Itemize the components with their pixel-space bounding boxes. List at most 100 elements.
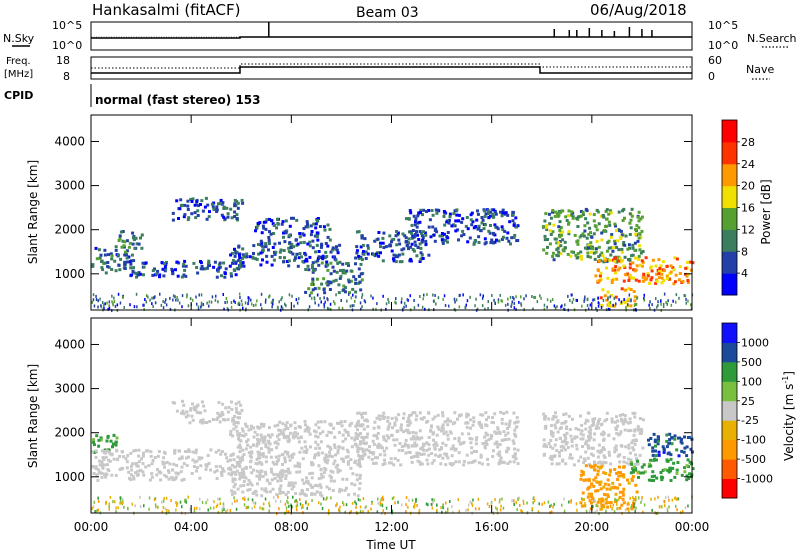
echo-cell	[265, 490, 269, 494]
echo-cell	[586, 456, 590, 460]
clutter-cell	[593, 298, 596, 302]
echo-cell	[326, 263, 330, 267]
echo-cell	[439, 462, 443, 466]
echo-cell	[302, 227, 306, 230]
echo-cell	[511, 213, 515, 216]
noise-tick-bottom-right: 10^0	[708, 39, 738, 52]
echo-cell	[304, 225, 308, 229]
echo-cell	[344, 290, 347, 294]
clutter-cell	[632, 495, 634, 499]
echo-cell	[217, 448, 221, 452]
echo-cell	[435, 211, 439, 215]
echo-cell	[655, 279, 659, 283]
echo-cell	[391, 426, 394, 430]
clutter-cell	[499, 293, 501, 297]
clutter-cell	[661, 505, 663, 509]
clutter-cell	[643, 298, 646, 302]
echo-cell	[618, 483, 622, 487]
freq-strip: Freq. [MHz] 18 8 60 0 Nave	[4, 54, 774, 83]
echo-cell	[650, 276, 654, 280]
echo-cell	[300, 446, 304, 450]
echo-cell	[199, 267, 203, 271]
clutter-cell	[382, 509, 384, 513]
echo-cell	[415, 453, 419, 457]
echo-cell	[233, 414, 237, 418]
echo-cell	[553, 210, 557, 214]
echo-cell	[462, 463, 466, 467]
echo-cell	[569, 434, 573, 438]
echo-cell	[457, 460, 461, 464]
echo-cell	[349, 269, 353, 273]
echo-cell	[199, 419, 203, 423]
echo-cell	[651, 449, 655, 453]
echo-cell	[241, 253, 245, 257]
echo-cell	[252, 252, 255, 255]
echo-cell	[366, 244, 370, 248]
echo-cell	[513, 453, 517, 457]
echo-cell	[543, 234, 547, 238]
echo-cell	[632, 465, 636, 469]
echo-cell	[589, 241, 593, 245]
echo-cell	[594, 489, 598, 493]
echo-cell	[470, 223, 474, 227]
clutter-cell	[353, 304, 355, 308]
echo-cell	[231, 477, 235, 481]
clutter-cell	[270, 301, 273, 305]
echo-cell	[513, 447, 517, 451]
echo-cell	[124, 457, 128, 461]
echo-cell	[204, 468, 208, 471]
echo-cell	[100, 461, 104, 465]
echo-cell	[106, 265, 110, 269]
echo-cell	[232, 268, 236, 272]
echo-cell	[582, 457, 586, 461]
echo-cell	[479, 229, 483, 233]
echo-cell	[374, 434, 378, 438]
echo-cell	[617, 453, 621, 457]
echo-cell	[466, 227, 470, 231]
echo-cell	[101, 268, 105, 272]
echo-cell	[562, 413, 566, 417]
echo-cell	[386, 427, 390, 431]
clutter-cell	[431, 503, 433, 507]
echo-cell	[629, 461, 633, 465]
echo-cell	[476, 212, 480, 216]
echo-cell	[639, 430, 643, 434]
echo-cell	[457, 451, 461, 455]
clutter-cell	[287, 501, 289, 505]
echo-cell	[149, 454, 153, 458]
echo-cell	[261, 440, 265, 444]
echo-cell	[389, 461, 393, 465]
clutter-cell	[575, 298, 577, 302]
clutter-cell	[291, 294, 293, 298]
clutter-cell	[447, 507, 449, 511]
echo-cell	[272, 472, 276, 476]
echo-cell	[421, 236, 425, 240]
echo-cell	[238, 256, 242, 259]
clutter-cell	[681, 509, 684, 513]
echo-cell	[232, 427, 236, 431]
x-tick-label: 12:00	[374, 520, 409, 534]
echo-cell	[638, 263, 642, 267]
clutter-cell	[108, 304, 110, 308]
echo-cell	[182, 462, 186, 466]
echo-cell	[315, 490, 319, 494]
echo-cell	[329, 469, 333, 473]
clutter-cell	[615, 498, 617, 502]
echo-cell	[208, 210, 211, 214]
clutter-cell	[666, 509, 669, 513]
clutter-cell	[268, 501, 270, 505]
clutter-cell	[117, 292, 120, 296]
echo-cell	[307, 481, 311, 485]
clutter-cell	[177, 298, 179, 302]
echo-cell	[446, 419, 450, 423]
echo-cell	[251, 492, 255, 495]
clutter-cell	[511, 499, 513, 503]
echo-cell	[279, 248, 283, 252]
clutter-cell	[531, 295, 533, 298]
echo-cell	[260, 469, 264, 473]
echo-cell	[241, 261, 245, 265]
echo-cell	[261, 454, 265, 458]
echo-cell	[504, 433, 508, 437]
echo-cell	[669, 479, 673, 482]
